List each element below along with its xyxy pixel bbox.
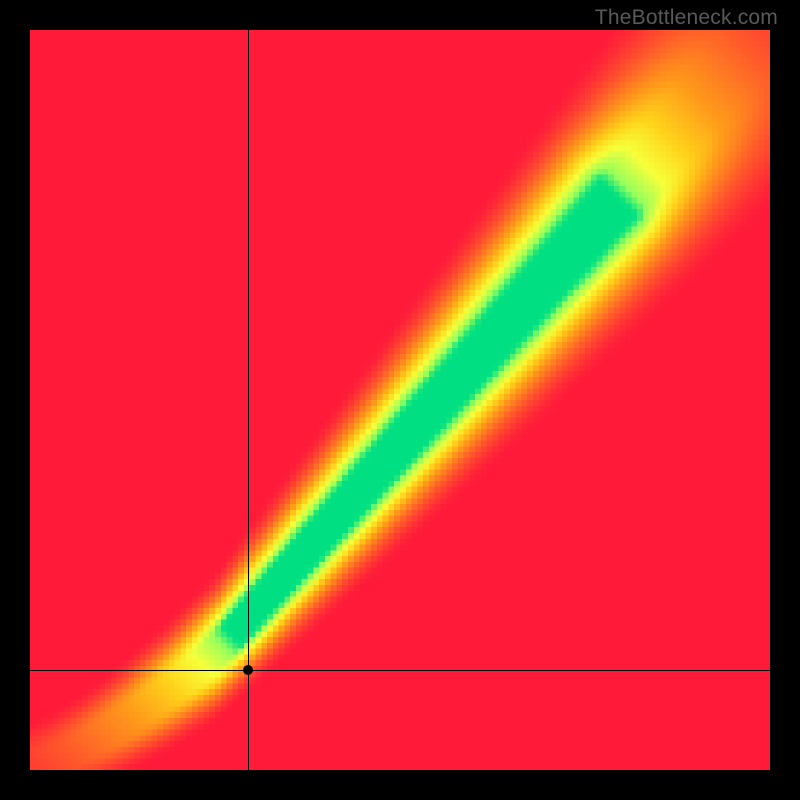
heatmap-plot-area: [30, 30, 770, 770]
crosshair-vertical-line: [248, 30, 249, 770]
crosshair-horizontal-line: [30, 670, 770, 671]
heatmap-canvas: [30, 30, 770, 770]
crosshair-marker-dot: [243, 665, 253, 675]
watermark-text: TheBottleneck.com: [595, 6, 778, 30]
